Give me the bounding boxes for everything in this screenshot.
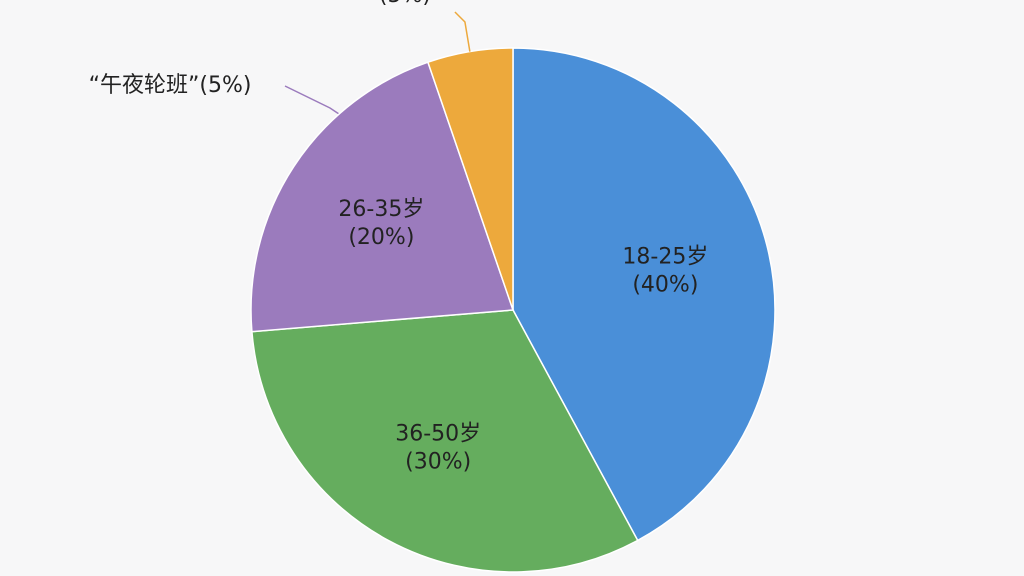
label-leader xyxy=(454,11,471,52)
pie-slice xyxy=(250,61,515,333)
slice-value-label: (20%) xyxy=(348,225,414,250)
pie-slice xyxy=(426,47,514,311)
slice-label: 26-35岁 xyxy=(338,197,424,222)
slice-value-label: (40%) xyxy=(632,272,698,297)
pie-slice xyxy=(512,47,776,542)
slice-label: 18-25岁 xyxy=(622,244,708,269)
slice-value-label: (30%) xyxy=(405,449,471,474)
annotation: “午夜轮班”(5%) xyxy=(89,73,252,98)
pie-slice xyxy=(251,309,639,573)
slice-label: 36-50岁 xyxy=(395,421,481,446)
slice-value-label: (5%) xyxy=(379,0,431,8)
